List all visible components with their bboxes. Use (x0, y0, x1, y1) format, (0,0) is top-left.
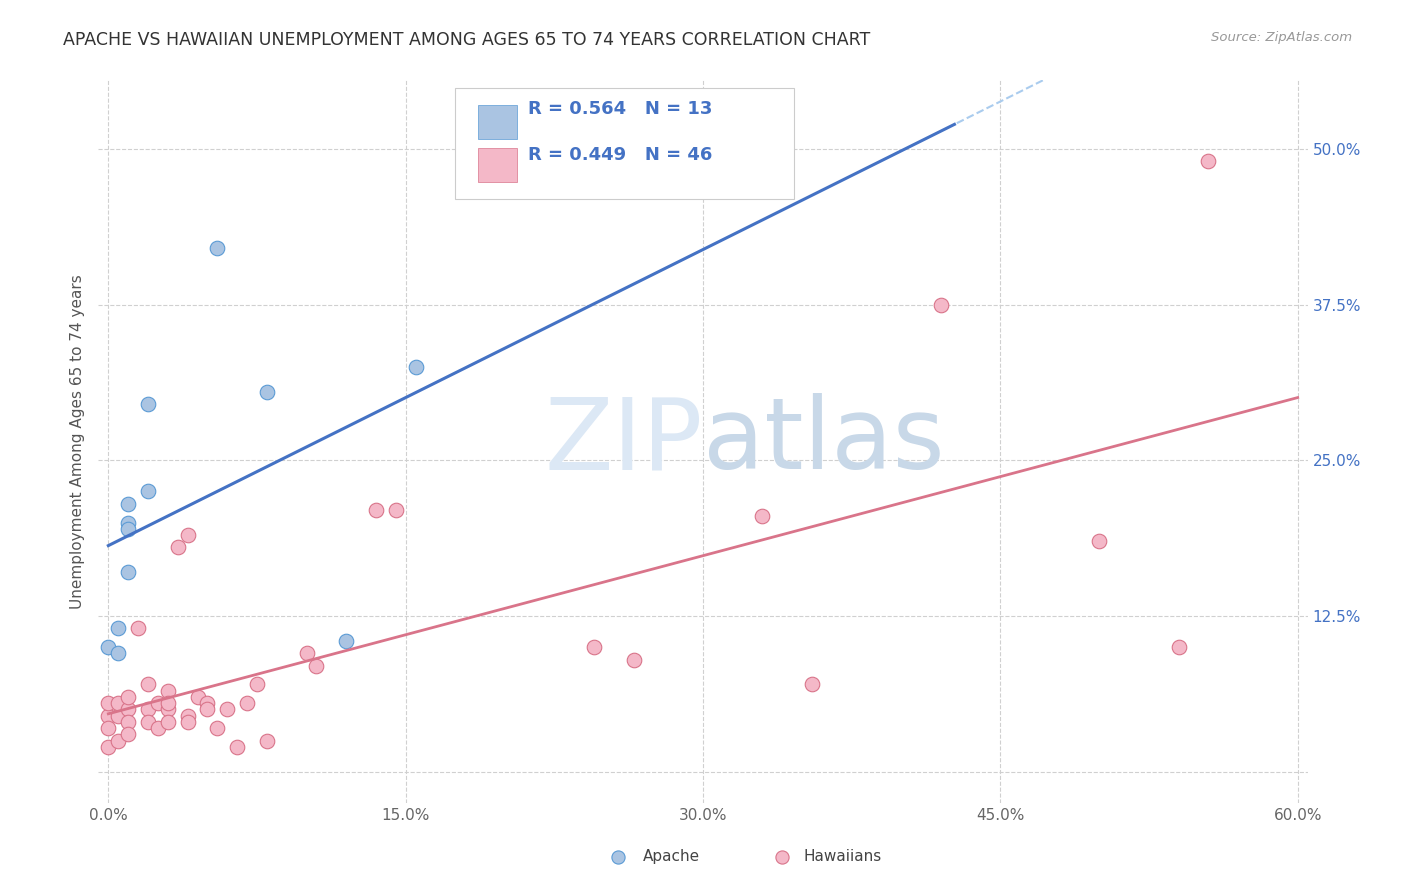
Point (166, 541, 188, 555)
Point (136, 484, 159, 499)
Point (226, 739, 249, 754)
Point (136, 397, 159, 411)
Point (156, 683, 179, 698)
Point (256, 384, 278, 399)
Point (176, 714, 198, 729)
Point (117, 690, 139, 704)
Point (107, 696, 129, 710)
Point (136, 714, 159, 729)
Point (295, 646, 318, 660)
Point (236, 696, 259, 710)
Point (97, 640, 120, 654)
Point (246, 677, 269, 691)
Text: Apache: Apache (643, 849, 700, 864)
Point (335, 633, 357, 648)
Point (801, 677, 824, 691)
Point (929, 297, 952, 311)
Point (207, 721, 229, 735)
Text: atlas: atlas (703, 393, 945, 490)
Point (136, 677, 159, 691)
Point (623, 652, 645, 666)
Text: Hawaiians: Hawaiians (803, 849, 882, 864)
Point (305, 658, 328, 673)
Point (176, 708, 198, 723)
Point (107, 733, 129, 747)
Point (207, 242, 229, 256)
Point (256, 733, 278, 747)
Point (146, 721, 169, 735)
Point (384, 503, 406, 517)
Point (364, 503, 387, 517)
FancyBboxPatch shape (478, 148, 517, 182)
Text: ZIP: ZIP (544, 393, 703, 490)
Point (117, 516, 139, 530)
Text: APACHE VS HAWAIIAN UNEMPLOYMENT AMONG AGES 65 TO 74 YEARS CORRELATION CHART: APACHE VS HAWAIIAN UNEMPLOYMENT AMONG AG… (63, 31, 870, 49)
Point (1198, 154, 1220, 169)
Text: R = 0.449   N = 46: R = 0.449 N = 46 (527, 145, 711, 164)
Point (949, 858, 972, 872)
Point (97, 708, 120, 723)
Y-axis label: Unemployment Among Ages 65 to 74 years: Unemployment Among Ages 65 to 74 years (69, 274, 84, 609)
Point (117, 522, 139, 536)
Point (117, 566, 139, 580)
Point (107, 621, 129, 635)
Point (117, 497, 139, 511)
Point (117, 727, 139, 741)
Point (97, 696, 120, 710)
Point (146, 696, 169, 710)
Point (197, 696, 219, 710)
Point (1167, 640, 1189, 654)
Point (582, 640, 605, 654)
Point (156, 696, 179, 710)
FancyBboxPatch shape (456, 87, 793, 200)
FancyBboxPatch shape (478, 105, 517, 139)
Text: R = 0.564   N = 13: R = 0.564 N = 13 (527, 100, 711, 118)
Point (751, 509, 773, 524)
Text: Source: ZipAtlas.com: Source: ZipAtlas.com (1212, 31, 1353, 45)
Point (117, 702, 139, 716)
Point (1088, 534, 1111, 549)
Point (197, 702, 219, 716)
Point (136, 702, 159, 716)
Point (405, 359, 427, 374)
Point (97, 739, 120, 754)
Point (117, 714, 139, 729)
Point (156, 702, 179, 716)
Point (107, 708, 129, 723)
Point (176, 528, 198, 542)
Point (127, 621, 149, 635)
Point (107, 646, 129, 660)
Point (97, 721, 120, 735)
Point (186, 690, 208, 704)
Point (156, 714, 179, 729)
Point (1218, 858, 1240, 872)
Point (217, 702, 239, 716)
